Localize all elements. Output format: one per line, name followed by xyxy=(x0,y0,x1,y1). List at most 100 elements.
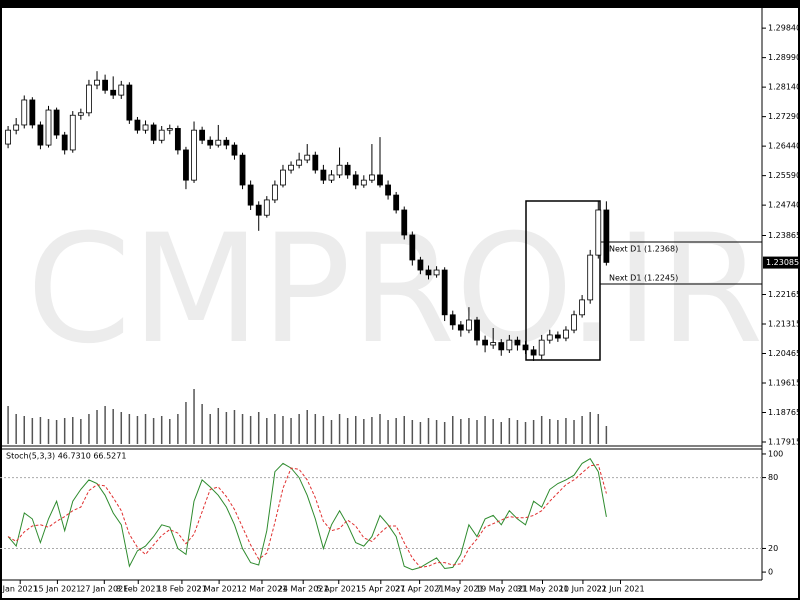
candle-body xyxy=(393,194,400,211)
stoch-line xyxy=(7,464,607,568)
candle-body xyxy=(126,84,133,121)
candle-body xyxy=(352,174,359,186)
y-tick-label: 20 xyxy=(768,544,778,553)
candle-body xyxy=(29,99,36,126)
y-tick-label: 1.22165 xyxy=(768,290,800,299)
y-tick-label: 0 xyxy=(768,568,773,577)
candle-body xyxy=(223,139,230,146)
candle-body xyxy=(183,149,189,181)
x-tick-label: 10 Jun 2021 xyxy=(559,585,607,594)
candle-body xyxy=(53,109,60,136)
candle-body xyxy=(522,344,529,351)
x-tick-label: 12 Mar 2021 xyxy=(237,585,288,594)
candle-body xyxy=(538,339,545,356)
candle-body xyxy=(304,154,311,161)
candle-body xyxy=(94,79,100,86)
y-tick-label: 1.25590 xyxy=(768,171,800,180)
candle-body xyxy=(86,84,92,114)
y-tick-label: 1.26440 xyxy=(768,142,800,151)
candle-body xyxy=(280,169,286,186)
y-tick-label: 1.28140 xyxy=(768,83,800,92)
candle-body xyxy=(215,139,222,146)
candle-body xyxy=(45,109,52,146)
current-price-label: 1.23085 xyxy=(766,258,799,267)
x-tick-label: 27 Jan 2021 xyxy=(80,585,128,594)
x-tick-label: 5 Apr 2021 xyxy=(317,585,361,594)
candle-body xyxy=(102,79,109,91)
candle-body xyxy=(110,89,117,96)
level-label: Next D1 (1.2245) xyxy=(609,274,678,283)
candle-body xyxy=(239,154,246,186)
candle-body xyxy=(174,128,181,151)
x-tick-label: 22 Jun 2021 xyxy=(596,585,644,594)
candle-body xyxy=(312,154,319,171)
candle-body xyxy=(158,129,165,141)
x-tick-label: 24 Mar 2021 xyxy=(278,585,329,594)
candle-body xyxy=(191,129,197,181)
y-tick-label: 1.24740 xyxy=(768,201,800,210)
candle-body xyxy=(409,234,416,261)
candle-body xyxy=(328,174,335,181)
y-tick-label: 1.20465 xyxy=(768,349,800,358)
y-tick-label: 1.17915 xyxy=(768,438,800,447)
y-tick-label: 1.27290 xyxy=(768,112,800,121)
level-label: Next D1 (1.2368) xyxy=(609,245,678,254)
candle-body xyxy=(474,319,480,341)
candle-body xyxy=(271,184,278,201)
candle-body xyxy=(5,129,11,145)
x-tick-label: 27 Apr 2021 xyxy=(395,585,444,594)
x-tick-label: 2 Mar 2021 xyxy=(196,585,242,594)
x-tick-label: 7 May 2021 xyxy=(436,585,483,594)
candle-body xyxy=(37,124,44,146)
y-tick-label: 1.23865 xyxy=(768,231,800,240)
x-tick-label: Jan 2021 xyxy=(2,585,38,594)
candle-body xyxy=(530,349,537,356)
candle-body xyxy=(207,139,214,146)
candle-body xyxy=(134,119,141,131)
x-tick-label: 31 May 2021 xyxy=(516,585,568,594)
candle-body xyxy=(579,299,586,316)
y-tick-label: 1.28990 xyxy=(768,53,800,62)
candle-body xyxy=(255,204,262,216)
candle-body xyxy=(199,129,206,141)
candle-body xyxy=(449,314,456,326)
indicator-title: Stoch(5,3,3) 46.7310 66.5271 xyxy=(6,452,126,461)
candle-body xyxy=(377,174,383,186)
y-tick-label: 100 xyxy=(768,449,783,458)
candle-body xyxy=(482,339,488,346)
candle-body xyxy=(69,114,76,151)
candle-body xyxy=(587,254,594,301)
candle-body xyxy=(554,334,561,339)
x-tick-label: 18 Feb 2021 xyxy=(157,585,207,594)
candle-body xyxy=(360,179,367,186)
candle-body xyxy=(433,269,440,276)
candle-body xyxy=(61,134,68,151)
candle-body xyxy=(514,339,521,346)
x-tick-label: 19 May 2021 xyxy=(476,585,528,594)
candle-body xyxy=(466,319,472,331)
candle-body xyxy=(603,209,610,263)
candle-body xyxy=(142,124,149,131)
candle-body xyxy=(401,209,408,236)
candle-body xyxy=(150,124,157,141)
candle-body xyxy=(369,174,375,181)
candle-body xyxy=(498,342,505,351)
candle-body xyxy=(595,209,602,256)
y-tick-label: 1.19615 xyxy=(768,379,800,388)
candle-body xyxy=(77,112,84,116)
candle-body xyxy=(320,169,327,181)
x-tick-label: 15 Jan 2021 xyxy=(33,585,81,594)
candle-body xyxy=(506,339,513,351)
y-tick-label: 1.29840 xyxy=(768,24,800,33)
candle-body xyxy=(231,144,238,156)
candle-body xyxy=(385,184,391,196)
stoch-line xyxy=(7,458,607,571)
current-price-box xyxy=(763,256,799,269)
box-annotation xyxy=(525,200,601,361)
candle-body xyxy=(247,184,254,206)
candle-body xyxy=(336,164,343,176)
candle-body xyxy=(441,269,448,316)
candle-body xyxy=(263,199,270,216)
y-tick-label: 80 xyxy=(768,473,778,482)
